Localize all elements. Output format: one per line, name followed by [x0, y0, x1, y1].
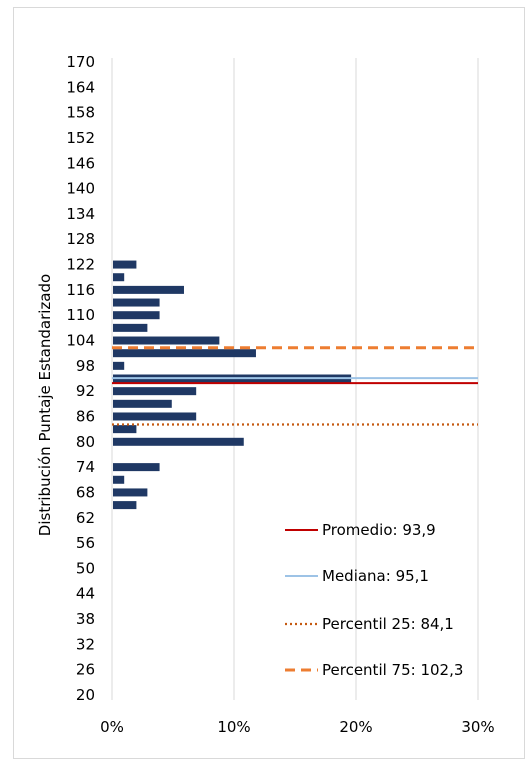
legend-label-p75: Percentil 75: 102,3: [322, 661, 463, 679]
y-tick-158: 158: [66, 104, 95, 122]
bar-98: [113, 361, 125, 370]
y-tick-104: 104: [66, 332, 95, 350]
y-tick-164: 164: [66, 78, 95, 96]
legend: Promedio: 93,9 Mediana: 95,1 Percentil 25:…: [285, 521, 463, 679]
y-tick-116: 116: [66, 281, 95, 299]
y-tick-62: 62: [76, 509, 95, 527]
y-tick-38: 38: [76, 610, 95, 628]
x-tick-3: 30%: [461, 718, 494, 736]
y-tick-110: 110: [66, 306, 95, 324]
y-tick-32: 32: [76, 635, 95, 653]
y-tick-122: 122: [66, 256, 95, 274]
bar-68: [113, 488, 148, 497]
y-tick-labels: 170 164 158 152 146 140 134 128 122 116 110 104 98 92…: [66, 53, 95, 704]
legend-label-mediana: Mediana: 95,1: [322, 567, 429, 585]
bar-116: [113, 285, 184, 294]
y-tick-44: 44: [76, 585, 95, 603]
bar-122: [113, 260, 137, 269]
y-axis-title: Distribución Puntaje Estandarizado: [36, 274, 54, 536]
bar-74: [113, 463, 160, 472]
x-tick-2: 20%: [339, 718, 372, 736]
bar-113: [113, 298, 160, 307]
bar-80: [113, 437, 244, 446]
x-tick-labels: 0% 10% 20% 30%: [100, 718, 495, 736]
bar-71: [113, 475, 125, 484]
y-tick-170: 170: [66, 53, 95, 71]
y-tick-56: 56: [76, 534, 95, 552]
reference-lines: [112, 346, 478, 426]
bar-83: [113, 425, 137, 434]
bar-104: [113, 336, 220, 345]
legend-label-promedio: Promedio: 93,9: [322, 521, 436, 539]
y-tick-128: 128: [66, 230, 95, 248]
y-tick-20: 20: [76, 686, 95, 704]
y-tick-152: 152: [66, 129, 95, 147]
y-tick-98: 98: [76, 357, 95, 375]
x-tick-0: 0%: [100, 718, 124, 736]
x-tick-1: 10%: [217, 718, 250, 736]
bar-110: [113, 311, 160, 320]
y-tick-74: 74: [76, 458, 95, 476]
legend-label-p25: Percentil 25: 84,1: [322, 615, 454, 633]
bar-107: [113, 323, 148, 332]
y-tick-80: 80: [76, 433, 95, 451]
bar-65: [113, 501, 137, 510]
y-tick-86: 86: [76, 407, 95, 425]
bar-86: [113, 412, 197, 421]
y-tick-26: 26: [76, 661, 95, 679]
y-tick-134: 134: [66, 205, 95, 223]
y-tick-140: 140: [66, 180, 95, 198]
y-tick-146: 146: [66, 154, 95, 172]
bar-119: [113, 273, 125, 282]
bars: [113, 260, 352, 510]
y-tick-68: 68: [76, 483, 95, 501]
bar-92: [113, 387, 197, 396]
bar-101: [113, 349, 256, 358]
y-tick-50: 50: [76, 559, 95, 577]
bar-89: [113, 399, 172, 408]
y-tick-92: 92: [76, 382, 95, 400]
